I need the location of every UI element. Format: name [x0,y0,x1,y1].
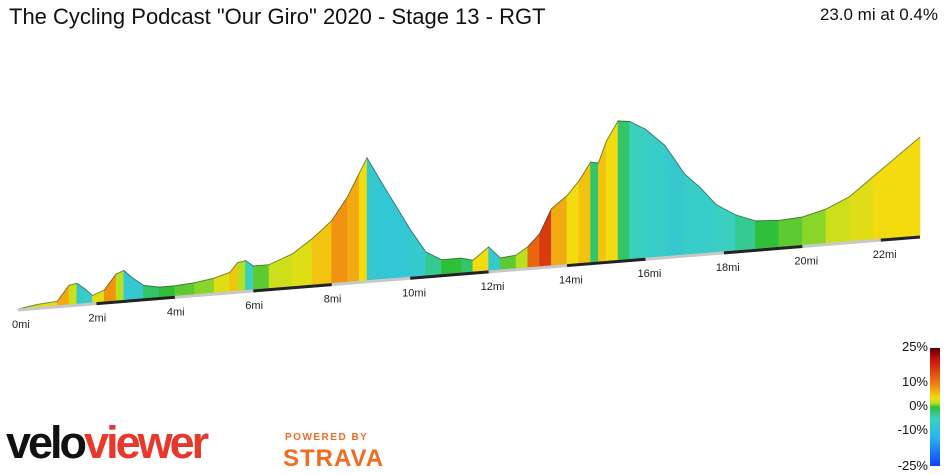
profile-segment [896,136,921,240]
legend-label-0: 0% [909,398,928,413]
profile-segment [115,269,125,303]
profile-segment [358,157,368,283]
profile-segment [825,196,850,245]
profile-segment [488,246,501,273]
x-tick-label: 2mi [88,313,106,325]
legend-label-neg10: -10% [897,422,928,437]
chart-title: The Cycling Podcast "Our Giro" 2020 - St… [9,4,546,29]
profile-segment [366,156,380,283]
grade-color-bar [930,348,940,466]
profile-segment [76,282,85,306]
powered-by-label: POWERED BY [285,432,369,443]
x-tick-label: 10mi [402,287,426,299]
x-tick-label: 20mi [794,256,818,268]
profile-segment [605,119,619,263]
profile-segment [590,161,599,264]
profile-segment [715,204,736,254]
x-tick-label: 12mi [481,281,505,293]
elevation-profile-chart: 0mi 2mi 4mi 6mi 8mi 10mi 12mi 14mi 16mi 18mi 20mi 2… [12,119,921,331]
profile-segment [802,208,827,247]
baseline-mile-band [410,270,489,280]
profile-segment [664,144,685,258]
x-tick-label: 8mi [324,294,342,306]
profile-segment [123,269,133,302]
profile-segment [629,121,646,261]
profile-baseline-group [17,235,921,312]
x-tick-label: 6mi [245,300,263,312]
legend-label-min: -25% [897,458,928,473]
grade-color-legend: 25% 10% 0% -10% -25% [890,338,950,475]
logo-velo: velo [6,417,87,468]
profile-segment [617,120,631,262]
x-tick-label: 0mi [12,319,30,331]
profile-segment [84,287,93,305]
legend-label-max: 25% [901,339,928,354]
baseline-mile-band [723,245,803,255]
profile-segment [394,202,411,280]
logo-viewer: viewer [84,417,209,468]
profile-segment [515,246,529,271]
profile-segment [645,128,666,260]
profile-segment [460,257,474,275]
profile-segment [253,264,270,292]
profile-segment [347,173,360,284]
baseline-mile-band [96,295,175,306]
profile-fill-group [17,119,921,311]
x-tick-label: 22mi [873,249,897,261]
profile-segment [700,187,717,256]
profile-segment [754,220,780,251]
x-tick-label: 16mi [637,268,661,280]
x-axis-ticks: 0mi 2mi 4mi 6mi 8mi 10mi 12mi 14mi 16mi 18mi 20mi 2… [12,249,897,331]
distance-summary: 23.0 mi at 0.4% [819,5,938,24]
strava-logo: STRAVA [283,445,385,472]
profile-segment [472,246,489,274]
profile-segment [237,260,246,293]
profile-segment [103,273,117,304]
profile-segment [68,282,78,307]
profile-segment [778,216,803,249]
legend-label-10: 10% [901,374,928,389]
profile-segment [735,214,756,253]
veloviewer-logo: veloviewer [6,417,209,468]
profile-segment [409,228,427,279]
x-tick-label: 14mi [559,275,583,287]
profile-segment [527,233,540,270]
x-tick-label: 18mi [716,262,740,274]
profile-segment [331,195,348,285]
profile-segment [378,176,395,282]
profile-outline [17,120,921,310]
x-tick-label: 4mi [167,306,185,318]
profile-segment [539,208,552,269]
profile-segment [311,219,333,287]
profile-segment [872,156,897,242]
baseline-mile-band [253,283,332,293]
baseline-mile-band [566,257,646,268]
baseline-mile-band [880,235,921,242]
